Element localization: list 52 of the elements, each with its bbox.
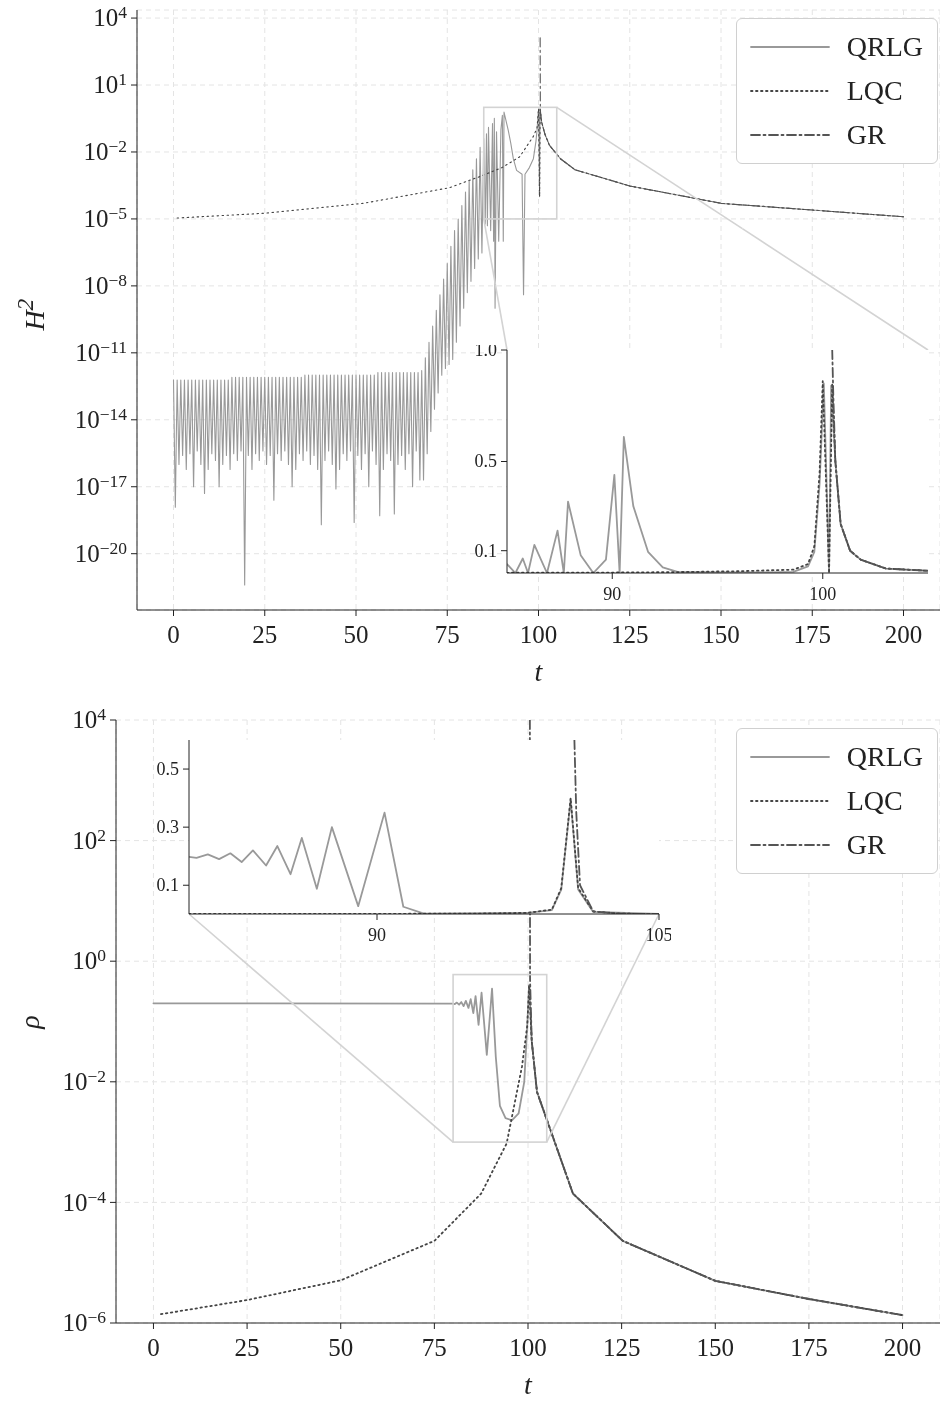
- x-tick-label: 150: [696, 1334, 735, 1362]
- y-tick-label: 10$^{0}$: [72, 945, 107, 975]
- y-tick-label: 10$^{−2}$: [62, 1065, 106, 1096]
- y-tick-label: 10$^{−14}$: [74, 403, 128, 434]
- y-tick-label: 10$^{−5}$: [83, 203, 128, 233]
- x-tick-label: 25: [234, 1334, 260, 1362]
- y-tick-label: 10$^{4}$: [93, 2, 128, 32]
- line-series: [831, 350, 928, 572]
- x-tick-label: 100: [519, 621, 558, 649]
- x-tick-label: 75: [434, 621, 460, 649]
- x-tick-label: 200: [884, 621, 923, 649]
- y-tick-label: 0.5: [474, 451, 497, 472]
- y-axis-title: ρ: [14, 1013, 46, 1032]
- legend-label: GR: [846, 119, 886, 151]
- y-tick-label: 10$^{−11}$: [75, 336, 127, 367]
- x-tick-label: 50: [328, 1334, 354, 1362]
- x-tick-label: 125: [611, 621, 649, 649]
- y-tick-label: 10$^{−20}$: [74, 537, 128, 567]
- x-tick-label: 150: [702, 621, 740, 649]
- y-tick-label: 10$^{−6}$: [62, 1307, 107, 1337]
- x-tick-label: 125: [602, 1334, 641, 1362]
- x-tick-label: 100: [809, 584, 837, 605]
- x-tick-label: 100: [509, 1334, 547, 1362]
- x-tick-label: 0: [167, 621, 180, 649]
- y-tick-label: 10$^{−2}$: [83, 136, 127, 166]
- y-tick-label: 10$^{2}$: [72, 824, 106, 854]
- legend-label: LQC: [846, 75, 903, 107]
- y-tick-label: 0.1: [156, 875, 179, 896]
- y-tick-label: 10$^{1}$: [93, 69, 127, 99]
- x-tick-label: 25: [252, 621, 278, 649]
- legend-label: QRLG: [846, 31, 923, 63]
- y-tick-label: 10$^{−8}$: [83, 270, 128, 300]
- x-tick-label: 175: [790, 1334, 828, 1362]
- y-tick-label: 0.1: [474, 540, 497, 561]
- x-tick-label: 175: [793, 621, 831, 649]
- x-tick-label: 0: [147, 1334, 160, 1362]
- x-axis-title: t: [523, 1369, 534, 1401]
- legend-label: GR: [846, 829, 886, 861]
- x-tick-label: 90: [368, 925, 386, 946]
- x-tick-label: 105: [645, 925, 673, 946]
- y-tick-label: 0.3: [156, 817, 179, 838]
- x-tick-label: 50: [343, 621, 369, 649]
- x-tick-label: 75: [421, 1334, 447, 1362]
- y-tick-label: 0.5: [156, 758, 179, 779]
- y-tick-label: 10$^{−17}$: [74, 470, 128, 500]
- x-axis-title: t: [533, 656, 544, 688]
- legend-label: QRLG: [846, 741, 923, 773]
- x-tick-label: 90: [603, 584, 622, 605]
- y-tick-label: 10$^{−4}$: [62, 1186, 107, 1216]
- x-tick-label: 200: [883, 1334, 922, 1362]
- legend-label: LQC: [846, 785, 903, 817]
- y-tick-label: 10$^{4}$: [72, 704, 107, 734]
